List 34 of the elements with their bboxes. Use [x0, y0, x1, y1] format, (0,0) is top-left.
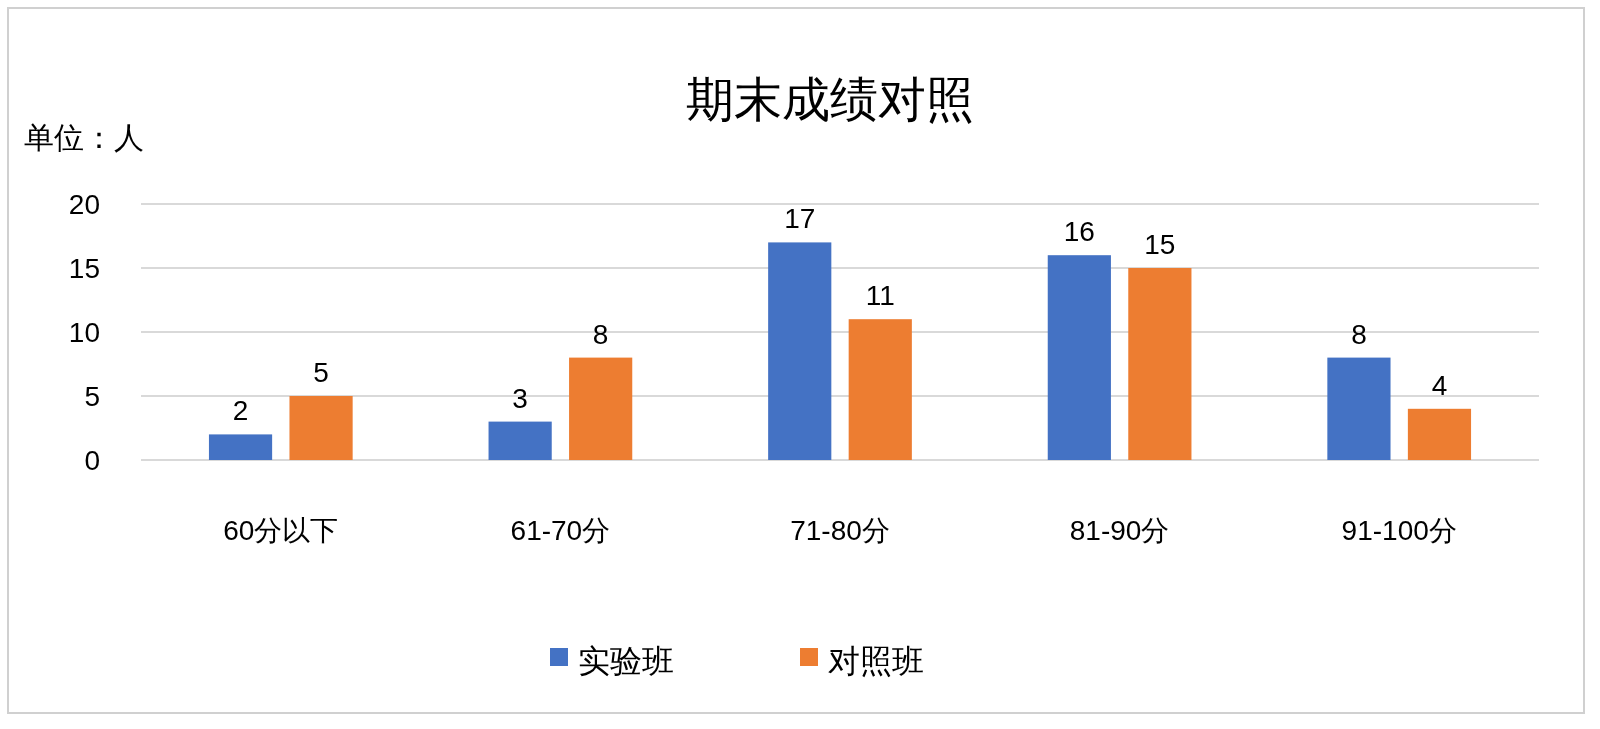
- y-axis-title: 单位：人: [24, 121, 144, 154]
- legend-label: 实验班: [578, 643, 674, 679]
- y-tick-label: 15: [68, 252, 100, 284]
- data-label: 8: [1351, 318, 1367, 350]
- data-label: 17: [784, 203, 816, 235]
- x-tick-label: 71-80分: [790, 515, 890, 546]
- bar: [1128, 268, 1192, 460]
- data-label: 3: [512, 382, 528, 414]
- x-tick-label: 60分以下: [223, 515, 339, 546]
- data-label: 5: [313, 357, 329, 388]
- bar: [1047, 255, 1111, 460]
- data-label: 2: [232, 395, 249, 427]
- data-label: 8: [592, 318, 609, 350]
- bar: [1407, 408, 1472, 460]
- data-label: 4: [1431, 369, 1448, 401]
- legend-label: 对照班: [828, 643, 924, 679]
- y-tick-label: 0: [84, 444, 100, 476]
- y-tick-label: 5: [84, 380, 100, 412]
- x-tick-label: 91-100分: [1341, 515, 1457, 546]
- data-label: 11: [865, 280, 895, 312]
- bar: [768, 242, 832, 460]
- x-tick-label: 81-90分: [1069, 515, 1170, 546]
- bar: [1327, 357, 1391, 460]
- y-tick-label: 10: [68, 316, 100, 348]
- data-label: 16: [1063, 216, 1095, 248]
- chart-title: 期末成绩对照: [686, 73, 974, 126]
- bar: [488, 421, 552, 460]
- bar: [289, 396, 353, 460]
- bar: [569, 357, 633, 460]
- bar: [208, 434, 273, 460]
- y-tick-label: 20: [68, 188, 100, 220]
- bar: [848, 319, 912, 460]
- x-tick-label: 61-70分: [510, 515, 611, 546]
- data-label: 15: [1144, 229, 1176, 260]
